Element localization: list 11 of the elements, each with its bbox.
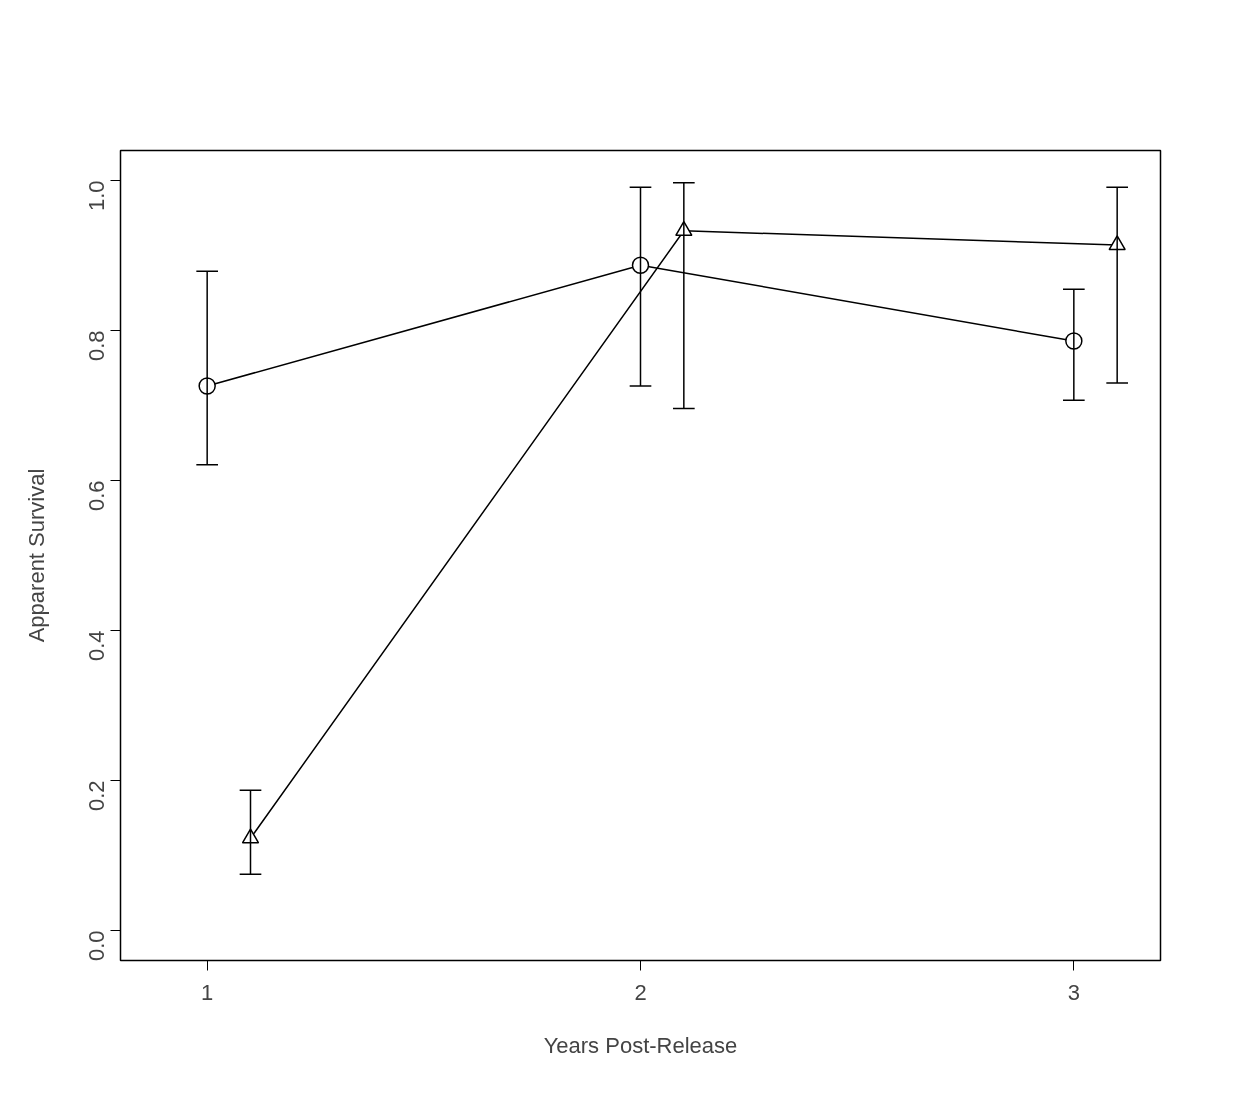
y-tick-label: 0.0	[84, 930, 109, 962]
x-tick-label: 3	[1067, 979, 1080, 1005]
y-tick-label: 0.2	[84, 780, 109, 812]
x-axis-title: Years Post-Release	[543, 1032, 738, 1058]
y-axis-title: Apparent Survival	[23, 468, 49, 643]
x-tick-label: 1	[201, 979, 214, 1005]
y-tick-label: 0.8	[84, 330, 109, 362]
x-tick-label: 2	[634, 979, 647, 1005]
y-tick-label: 1.0	[84, 180, 109, 212]
y-tick-label: 0.4	[84, 630, 109, 662]
y-tick-label: 0.6	[84, 480, 109, 512]
